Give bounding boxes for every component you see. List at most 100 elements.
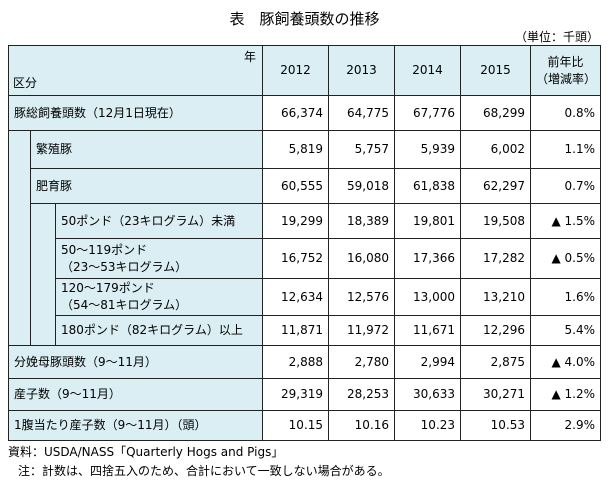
value-cell: 30,271 [460,378,532,411]
year-header: 2015 [460,45,532,96]
change-cell: 5.4% [530,315,602,346]
year-header: 2013 [328,45,396,96]
row-label-line: 繁殖豚 [36,142,73,156]
table-row: 120～179ポンド （54～81キログラム） 12,634 12,576 13,000… [9,278,602,316]
row-label-line: 豚総飼養頭数（12月1日現在） [14,105,181,120]
title: 表 豚飼養頭数の推移 [229,10,380,28]
unit: （単位：千頭） [514,30,599,44]
table-row: 50～119ポンド （23～53キログラム） 16,752 16,080 17,366 1… [9,238,602,279]
row-label-line: 50～119ポンド [61,242,148,257]
row-label: 50ポンド（23キログラム）未満 [54,203,264,239]
row-label: 120～179ポンド （54～81キログラム） [54,278,264,316]
value-cell: 10.53 [460,410,532,441]
change-cell: ▲ 4.0% [530,345,602,379]
value-cell: 5,819 [262,130,330,169]
row-label: 分娩母豚頭数（9～11月） [7,345,264,379]
value-cell: 18,389 [328,203,396,239]
row-label-line: （23～53キログラム） [61,259,188,274]
row-label: 豚総飼養頭数（12月1日現在） [7,95,264,131]
value-cell: 13,000 [394,278,462,316]
value-cell: 16,080 [328,238,396,279]
row-label-line: 50ポンド（23キログラム）未満 [61,213,236,228]
row-label-line: 肥育豚 [36,178,73,193]
value-cell: 2,780 [328,345,396,379]
value-cell: 5,757 [328,130,396,169]
row-label-line: 分娩母豚頭数（9～11月） [14,354,157,369]
table-row: 産子数（9～11月） 29,319 28,253 30,633 30,271 ▲ 1.2% [7,378,602,411]
table-row: 180ポンド（82キログラム）以上 11,871 11,972 11,671 12,29… [9,315,602,346]
table-row: 繁殖豚 5,819 5,757 5,939 6,002 1.1% [8,130,602,346]
row-label: 産子数（9～11月） [7,378,264,411]
note: 注：計数は、四捨五入のため、合計において一致しない場合がある。 [18,464,390,478]
year-header: 2014 [394,45,462,96]
value-cell: 66,374 [262,95,330,131]
value-cell: 68,299 [460,95,532,131]
change-cell: ▲ 0.5% [530,238,602,279]
value-cell: 64,775 [328,95,396,131]
value-cell: 6,002 [460,130,532,169]
row-label-line: 120～179ポンド [61,281,155,295]
value-cell: 16,752 [262,238,330,279]
value-cell: 11,671 [394,315,462,346]
value-cell: 2,875 [460,345,532,379]
header-row: 年 区分 2012 2013 2014 2015 前年比 （増減率） [7,45,602,96]
row-label-line: （54～81キログラム） [61,298,188,312]
corner-cell: 年 区分 [7,45,264,96]
change-header-line: 前年比 [547,54,584,69]
value-cell: 29,319 [262,378,330,411]
row-label-line: 180ポンド（82キログラム）以上 [61,323,243,337]
value-cell: 11,972 [328,315,396,346]
change-header: 前年比 （増減率） [530,45,602,96]
value-cell: 10.23 [394,410,462,441]
value-cell: 67,776 [394,95,462,131]
change-cell: 2.9% [530,410,602,441]
change-cell: 0.8% [530,95,602,131]
change-cell: ▲ 1.2% [530,378,602,411]
row-label-line: 産子数（9～11月） [14,387,121,401]
value-cell: 28,253 [328,378,396,411]
value-cell: 17,282 [460,238,532,279]
value-cell: 19,299 [262,203,330,239]
change-cell: 0.7% [530,168,602,204]
value-cell: 2,994 [394,345,462,379]
row-label: 180ポンド（82キログラム）以上 [54,315,264,346]
table-row: 豚総飼養頭数（12月1日現在） 66,374 64,775 67,776 68,299 0… [7,95,602,131]
value-cell: 61,838 [394,168,462,204]
change-header-line: （増減率） [536,71,597,86]
change-cell: 1.6% [530,278,602,316]
table-row: 肥育豚 60,555 59,018 61,838 62,297 0.7% [9,168,602,204]
year-header: 2012 [262,45,330,96]
value-cell: 10.15 [262,410,330,441]
value-cell: 62,297 [460,168,532,204]
value-cell: 5,939 [394,130,462,169]
row-label: 1腹当たり産子数（9～11月）（頭） [7,410,264,441]
value-cell: 11,871 [262,315,330,346]
change-cell: ▲ 1.5% [530,203,602,239]
value-cell: 12,296 [460,315,532,346]
corner-top: 年 [244,50,257,64]
notes: 資料：USDA/NASS「Quarterly Hogs and Pigs」 注：… [8,443,390,481]
value-cell: 30,633 [394,378,462,411]
row-label: 繁殖豚 [29,130,264,169]
table-row: 分娩母豚頭数（9～11月） 2,888 2,780 2,994 2,875 ▲ 4.0% [7,345,602,379]
corner-bottom: 区分 [13,76,38,90]
value-cell: 10.16 [328,410,396,441]
value-cell: 17,366 [394,238,462,279]
value-cell: 19,801 [394,203,462,239]
value-cell: 12,634 [262,278,330,316]
indent-cell [8,130,31,346]
value-cell: 60,555 [262,168,330,204]
table-row: 50ポンド（23キログラム）未満 19,299 18,389 19,801 19,508… [9,203,602,346]
note: 資料：USDA/NASS「Quarterly Hogs and Pigs」 [8,445,284,459]
value-cell: 13,210 [460,278,532,316]
row-label-line: 1腹当たり産子数（9～11月）（頭） [14,418,207,432]
data-table: 年 区分 2012 2013 2014 2015 前年比 （増減率） 豚総飼養頭… [7,45,602,441]
value-cell: 59,018 [328,168,396,204]
value-cell: 19,508 [460,203,532,239]
change-cell: 1.1% [530,130,602,169]
value-cell: 12,576 [328,278,396,316]
table-row: 1腹当たり産子数（9～11月）（頭） 10.15 10.16 10.23 10.53 2.… [7,410,602,441]
row-label: 50～119ポンド （23～53キログラム） [54,238,264,279]
row-label: 肥育豚 [29,168,264,204]
